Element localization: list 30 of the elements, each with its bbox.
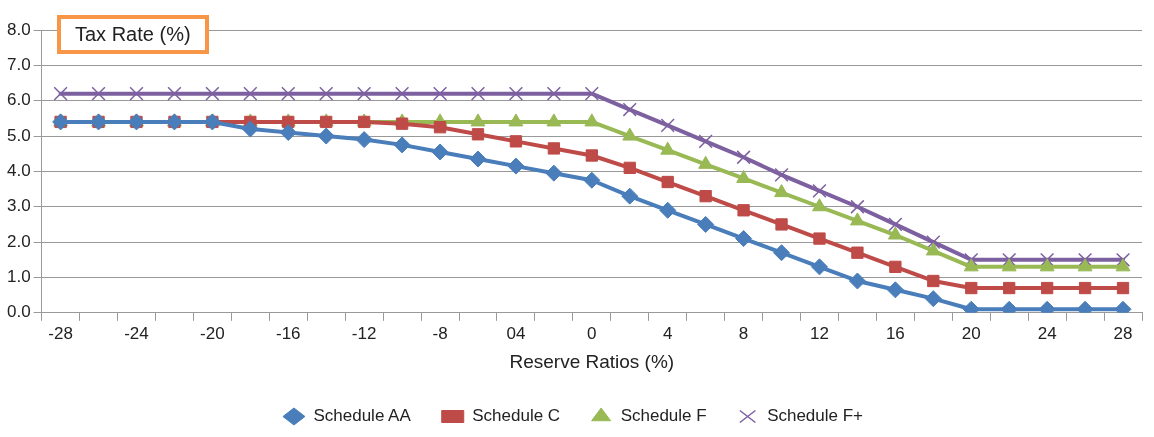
x-tick-label: 8 [738,323,749,343]
y-tick-label: 6.0 [6,90,31,110]
y-axis-title: Tax Rate (%) [57,15,209,54]
x-tick-label: 24 [1037,323,1057,343]
x-tick-label: 16 [885,323,905,343]
x-tick-label: -16 [275,323,301,343]
y-tick-label: 4.0 [6,161,31,181]
x-tick-label: -28 [48,323,73,343]
x-tick-label: -20 [200,323,225,343]
x-tick-label: 12 [810,323,829,343]
y-tick-label: 7.0 [6,55,31,75]
y-tick-label: 0.0 [6,302,31,322]
y-tick-label: 3.0 [6,196,31,216]
x-tick-label: 28 [1113,323,1133,343]
legend-label: Schedule F+ [767,406,864,426]
x-tick-label: 0 [587,323,597,343]
legend-label: Schedule AA [313,406,412,426]
x-tick-label: 4 [662,323,673,343]
x-axis-title: Reserve Ratios (%) [509,350,675,372]
y-tick-label: 1.0 [6,267,31,287]
legend-label: Schedule C [472,406,561,426]
x-tick-label: 20 [961,323,981,343]
y-tick-label: 8.0 [6,19,31,39]
x-tick-label: -24 [124,323,149,343]
x-tick-label: -12 [351,323,377,343]
x-tick-label: 04 [506,323,526,343]
x-tick-label: -8 [432,323,448,343]
legend-label: Schedule F [620,406,707,426]
y-tick-label: 5.0 [6,125,31,145]
y-tick-label: 2.0 [6,231,31,251]
